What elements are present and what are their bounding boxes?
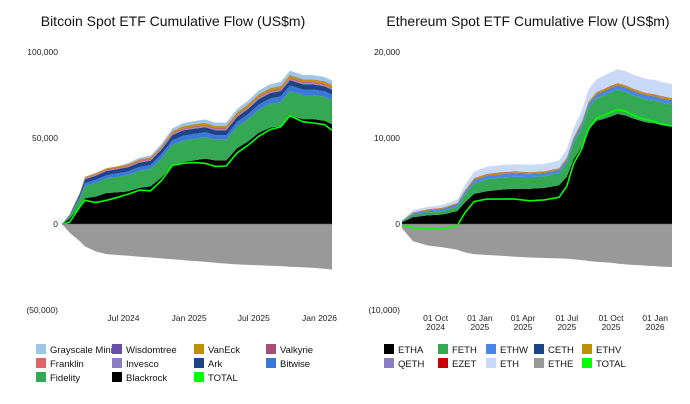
area-ethe bbox=[402, 224, 672, 267]
legend-item-ethv: ETHV bbox=[582, 344, 622, 356]
legend-swatch bbox=[384, 344, 394, 354]
legend-label: Invesco bbox=[126, 359, 159, 370]
legend-swatch bbox=[534, 358, 544, 368]
legend-swatch bbox=[194, 358, 204, 368]
legend-item-invesco: Invesco bbox=[112, 358, 159, 370]
legend-swatch bbox=[112, 358, 122, 368]
area-ethw bbox=[402, 86, 672, 222]
legend-label: ETHA bbox=[398, 345, 424, 356]
y-tick-label: 0 bbox=[53, 219, 58, 229]
legend-label: Fidelity bbox=[50, 373, 80, 384]
legend-item-ceth: CETH bbox=[534, 344, 574, 356]
area-fidelity bbox=[62, 91, 332, 224]
legend-label: Bitwise bbox=[280, 359, 310, 370]
area-grayscale bbox=[62, 224, 332, 270]
x-tick-label: 01 Jan 2026 bbox=[642, 313, 668, 332]
legend-label: VanEck bbox=[208, 345, 240, 356]
y-tick-label: 20,000 bbox=[374, 47, 400, 57]
line-total bbox=[401, 108, 673, 231]
legend-label: Wisdomtree bbox=[126, 345, 177, 356]
legend-swatch bbox=[194, 344, 204, 354]
legend-swatch bbox=[486, 358, 496, 368]
legend-item-bitwise: Bitwise bbox=[266, 358, 310, 370]
legend-swatch bbox=[36, 372, 46, 382]
legend-label: Grayscale Mini bbox=[50, 345, 113, 356]
legend-swatch bbox=[438, 358, 448, 368]
legend-item-blackrock: Blackrock bbox=[112, 372, 167, 384]
legend-label: ETHV bbox=[596, 345, 622, 356]
legend-item-vaneck: VanEck bbox=[194, 344, 240, 356]
legend-label: ETH bbox=[500, 359, 519, 370]
legend-item-grayscale-mini: Grayscale Mini bbox=[36, 344, 113, 356]
legend-item-etha: ETHA bbox=[384, 344, 424, 356]
x-tick-label: Jan 2025 bbox=[172, 313, 207, 323]
legend-item-ezet: EZET bbox=[438, 358, 476, 370]
legend-label: CETH bbox=[548, 345, 574, 356]
legend-label: Franklin bbox=[50, 359, 84, 370]
legend-item-ethe: ETHE bbox=[534, 358, 573, 370]
legend-label: ETHW bbox=[500, 345, 528, 356]
legend-label: ETHE bbox=[548, 359, 573, 370]
legend-label: FETH bbox=[452, 345, 477, 356]
legend-swatch bbox=[534, 344, 544, 354]
line-total bbox=[61, 114, 333, 225]
chart-0: Bitcoin Spot ETF Cumulative Flow (US$m) 1… bbox=[26, 13, 337, 384]
legend-swatch bbox=[112, 372, 122, 382]
legend-label: TOTAL bbox=[596, 359, 626, 370]
legend-item-total: TOTAL bbox=[194, 372, 238, 384]
legend-swatch bbox=[194, 372, 204, 382]
legend-swatch bbox=[384, 358, 394, 368]
legend-label: QETH bbox=[398, 359, 425, 370]
legend-item-ethw: ETHW bbox=[486, 344, 528, 356]
area-feth bbox=[402, 89, 672, 223]
chart-title: Ethereum Spot ETF Cumulative Flow (US$m) bbox=[386, 13, 669, 29]
legend-item-qeth: QETH bbox=[384, 358, 425, 370]
x-tick-label: Jul 2025 bbox=[238, 313, 270, 323]
legend-swatch bbox=[112, 344, 122, 354]
x-tick-label: Jul 2024 bbox=[107, 313, 139, 323]
legend-swatch bbox=[266, 358, 276, 368]
y-tick-label: 10,000 bbox=[374, 133, 400, 143]
chart-1: Ethereum Spot ETF Cumulative Flow (US$m)… bbox=[368, 13, 673, 370]
legend-item-total: TOTAL bbox=[582, 358, 626, 370]
x-tick-label: 01 Oct 2024 bbox=[423, 313, 449, 332]
legend-item-valkyrie: Valkyrie bbox=[266, 344, 313, 356]
y-tick-label: 50,000 bbox=[32, 133, 58, 143]
x-tick-label: 01 Jan 2025 bbox=[467, 313, 493, 332]
legend-swatch bbox=[582, 358, 592, 368]
legend-swatch bbox=[36, 344, 46, 354]
legend-swatch bbox=[36, 358, 46, 368]
legend-item-franklin: Franklin bbox=[36, 358, 84, 370]
y-tick-label: (50,000) bbox=[26, 305, 58, 315]
legend-item-fidelity: Fidelity bbox=[36, 372, 80, 384]
chart-title: Bitcoin Spot ETF Cumulative Flow (US$m) bbox=[41, 13, 306, 29]
legend-swatch bbox=[266, 344, 276, 354]
y-tick-label: (10,000) bbox=[368, 305, 400, 315]
area-eth bbox=[402, 69, 672, 221]
x-tick-label: 01 Apr 2025 bbox=[511, 313, 536, 332]
legend-swatch bbox=[486, 344, 496, 354]
legend-label: EZET bbox=[452, 359, 476, 370]
legend-label: Valkyrie bbox=[280, 345, 313, 356]
legend-label: TOTAL bbox=[208, 373, 238, 384]
legend-label: Blackrock bbox=[126, 373, 167, 384]
legend-label: Ark bbox=[208, 359, 223, 370]
y-tick-label: 0 bbox=[395, 219, 400, 229]
x-tick-label: 01 Jul 2025 bbox=[555, 313, 578, 332]
area-blackrock bbox=[62, 115, 332, 224]
area-etha bbox=[402, 113, 672, 224]
legend-item-ark: Ark bbox=[194, 358, 223, 370]
legend-item-eth: ETH bbox=[486, 358, 519, 370]
legend-item-wisdomtree: Wisdomtree bbox=[112, 344, 177, 356]
y-tick-label: 100,000 bbox=[27, 47, 58, 57]
x-tick-label: Jan 2026 bbox=[302, 313, 337, 323]
legend-swatch bbox=[438, 344, 448, 354]
legend-item-feth: FETH bbox=[438, 344, 477, 356]
legend-swatch bbox=[582, 344, 592, 354]
x-tick-label: 01 Oct 2025 bbox=[598, 313, 624, 332]
